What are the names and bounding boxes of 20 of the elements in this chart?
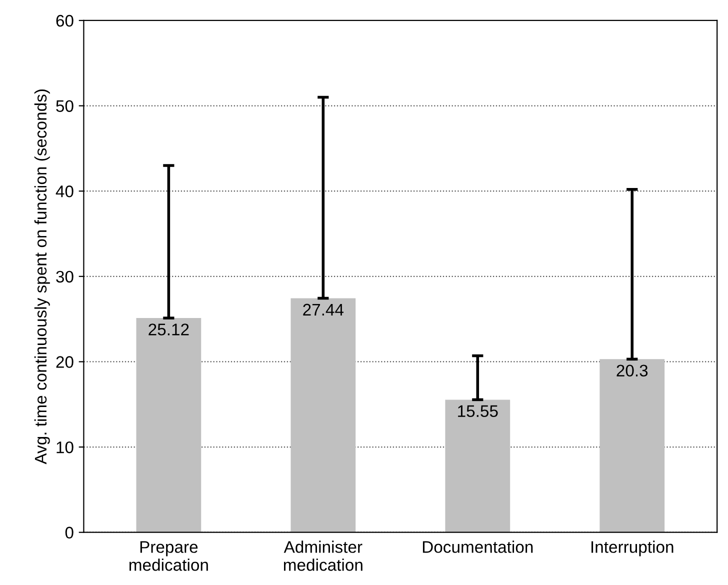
y-tick-label: 0 xyxy=(65,526,74,539)
bar xyxy=(290,298,356,532)
bar xyxy=(600,359,665,532)
data-label: 25.12 xyxy=(148,324,189,336)
x-tick-label: Prepare medication xyxy=(129,541,208,571)
y-tick-label: 50 xyxy=(56,100,74,112)
data-label: 15.55 xyxy=(458,405,498,418)
data-label: 20.3 xyxy=(616,364,648,377)
data-label: 27.44 xyxy=(303,304,344,316)
bar xyxy=(136,318,202,532)
x-tick-label: Documentation xyxy=(422,540,533,553)
y-tick-label: 20 xyxy=(56,356,74,368)
bar xyxy=(445,400,510,532)
x-tick-label: Interruption xyxy=(592,540,674,556)
y-tick-label: 10 xyxy=(56,441,74,454)
x-tick-label: Administer medication xyxy=(284,540,362,571)
y-tick-label: 30 xyxy=(56,270,74,283)
y-tick-label: 60 xyxy=(56,14,74,27)
y-axis-title: Avg. time continuously spent on function (seconds) xyxy=(34,90,50,464)
y-tick-label: 40 xyxy=(56,186,74,198)
